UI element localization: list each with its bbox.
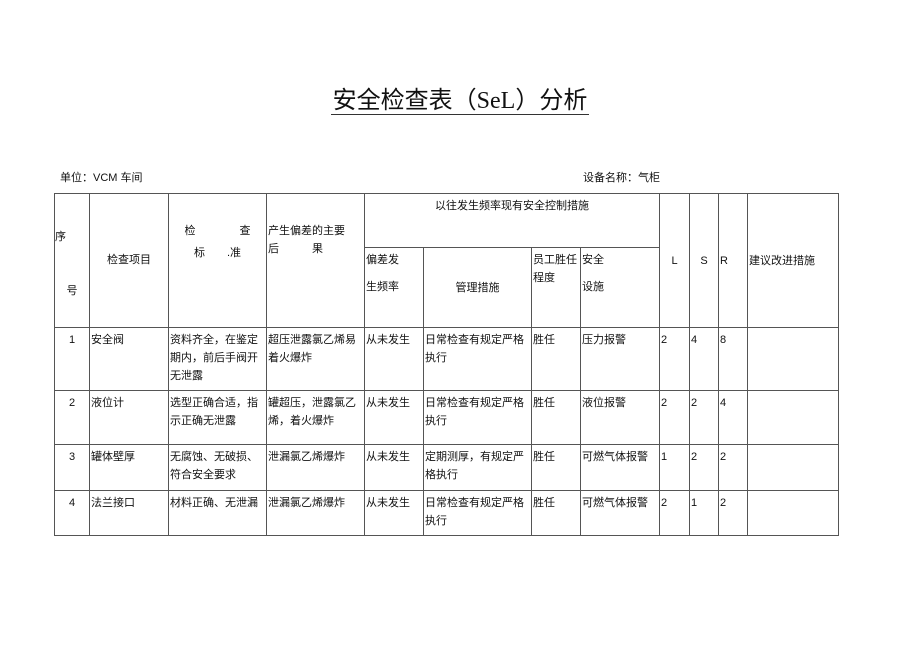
cell-consequence: 罐超压，泄露氯乙烯，着火爆炸 — [266, 390, 365, 445]
header-competence: 员工胜任程度 — [531, 247, 581, 328]
header-consequence: 产生偏差的主要 后 果 — [266, 193, 365, 328]
cell-no: 1 — [54, 327, 90, 391]
cell-L: 2 — [659, 327, 690, 391]
cell-facility: 可燃气体报警 — [580, 490, 660, 536]
cell-standard: 资料齐全，在鉴定期内，前后手阀开无泄露 — [168, 327, 267, 391]
header-suggestions: 建议改进措施 — [747, 193, 839, 328]
cell-S: 4 — [689, 327, 719, 391]
cell-standard: 材料正确、无泄漏 — [168, 490, 267, 536]
cell-no: 2 — [54, 390, 90, 445]
cell-item: 罐体壁厚 — [89, 444, 169, 491]
cell-R: 2 — [718, 444, 748, 491]
cell-S: 1 — [689, 490, 719, 536]
cell-no: 4 — [54, 490, 90, 536]
cell-item: 法兰接口 — [89, 490, 169, 536]
cell-suggestion — [747, 327, 839, 391]
cell-L: 2 — [659, 490, 690, 536]
document-title: 安全检查表（SeL）分析 — [330, 88, 590, 115]
header-frequency: 偏差发 生频率 — [364, 247, 424, 328]
cell-facility: 液位报警 — [580, 390, 660, 445]
cell-frequency: 从未发生 — [364, 444, 424, 491]
cell-item: 液位计 — [89, 390, 169, 445]
subheader-row: 偏差发 生频率 管理措施 员工胜任程度 安全 设施 — [55, 247, 839, 328]
cell-consequence: 泄漏氯乙烯爆炸 — [266, 444, 365, 491]
cell-suggestion — [747, 490, 839, 536]
cell-item: 安全阀 — [89, 327, 169, 391]
header-controls-group: 以往发生频率现有安全控制措施 — [364, 193, 660, 248]
cell-standard: 无腐蚀、无破损、符合安全要求 — [168, 444, 267, 491]
table-row: 4 法兰接口 材料正确、无泄漏 泄漏氯乙烯爆炸 从未发生 日常检查有规定严格执行 胜任 可燃气… — [54, 490, 839, 536]
cell-management: 日常检查有规定严格执行 — [423, 327, 532, 391]
header-item: 检查项目 — [89, 193, 169, 328]
cell-competence: 胜任 — [531, 490, 581, 536]
header-L: L — [659, 193, 690, 328]
cell-suggestion — [747, 444, 839, 491]
cell-S: 2 — [689, 390, 719, 445]
cell-frequency: 从未发生 — [364, 390, 424, 445]
cell-competence: 胜任 — [531, 327, 581, 391]
cell-R: 2 — [718, 490, 748, 536]
cell-management: 日常检查有规定严格执行 — [423, 490, 532, 536]
table-row: 2 液位计 选型正确合适，指示正确无泄露 罐超压，泄露氯乙烯，着火爆炸 从未发生 日常检查… — [54, 390, 839, 445]
cell-S: 2 — [689, 444, 719, 491]
header-facility: 安全 设施 — [580, 247, 660, 328]
header-S: S — [689, 193, 719, 328]
cell-facility: 压力报警 — [580, 327, 660, 391]
cell-R: 4 — [718, 390, 748, 445]
header-management: 管理措施 — [423, 247, 532, 328]
cell-competence: 胜任 — [531, 444, 581, 491]
cell-L: 1 — [659, 444, 690, 491]
cell-frequency: 从未发生 — [364, 490, 424, 536]
safety-checklist-table: 序 号 检查项目 检 查 标 .准 产生偏差的主要 后 果 以往发生频率现有安全… — [54, 193, 839, 536]
cell-competence: 胜任 — [531, 390, 581, 445]
header-standard: 检 查 标 .准 — [168, 193, 267, 328]
header-seq: 序 号 — [54, 193, 90, 328]
cell-R: 8 — [718, 327, 748, 391]
cell-management: 日常检查有规定严格执行 — [423, 390, 532, 445]
equipment-label: 设备名称：气柜 — [583, 172, 660, 184]
cell-facility: 可燃气体报警 — [580, 444, 660, 491]
table-row: 1 安全阀 资料齐全，在鉴定期内，前后手阀开无泄露 超压泄露氯乙烯易着火爆炸 从未发生日… — [54, 327, 839, 391]
table-row: 3 罐体壁厚 无腐蚀、无破损、符合安全要求 泄漏氯乙烯爆炸 从未发生 定期测厚，有规定严格… — [54, 444, 839, 491]
header-row: 序 号 检查项目 检 查 标 .准 产生偏差的主要 后 果 以往发生频率现有安全… — [54, 193, 839, 328]
cell-consequence: 泄漏氯乙烯爆炸 — [266, 490, 365, 536]
cell-management: 定期测厚，有规定严格执行 — [423, 444, 532, 491]
cell-no: 3 — [54, 444, 90, 491]
cell-standard: 选型正确合适，指示正确无泄露 — [168, 390, 267, 445]
header-R: R — [718, 193, 748, 328]
cell-consequence: 超压泄露氯乙烯易着火爆炸 — [266, 327, 365, 391]
cell-suggestion — [747, 390, 839, 445]
cell-frequency: 从未发生 — [364, 327, 424, 391]
cell-L: 2 — [659, 390, 690, 445]
unit-label: 单位：VCM 车间 — [60, 172, 143, 184]
